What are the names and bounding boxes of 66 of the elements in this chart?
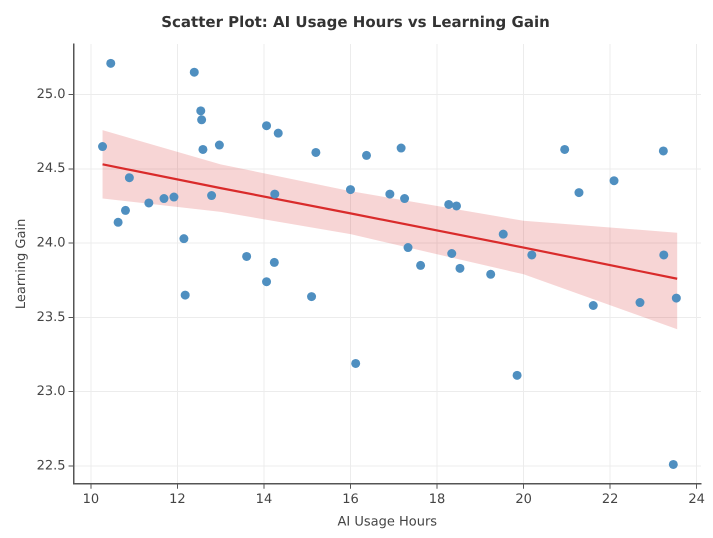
x-tick-label: 22 (602, 492, 618, 507)
point (114, 218, 123, 227)
point (672, 294, 681, 303)
point (396, 144, 406, 153)
point (346, 185, 355, 194)
point (124, 173, 134, 182)
point (658, 146, 668, 156)
y-tick-label: 24.5 (36, 161, 66, 176)
x-tick-label: 24 (688, 492, 705, 507)
point (455, 264, 464, 273)
x-tick-label: 14 (256, 492, 272, 507)
point (180, 290, 190, 300)
y-tick-label: 25.0 (36, 86, 66, 102)
point (262, 277, 272, 286)
point (198, 144, 208, 154)
point (400, 194, 410, 204)
point (307, 292, 316, 302)
point (214, 140, 224, 150)
point (416, 260, 426, 270)
point (385, 190, 394, 199)
chart-title: Scatter Plot: AI Usage Hours vs Learning Gain (161, 12, 550, 31)
point (98, 142, 108, 152)
point (498, 230, 508, 239)
point (659, 250, 668, 260)
point (190, 68, 199, 77)
x-tick-label: 12 (169, 492, 186, 507)
point (574, 188, 584, 198)
y-axis-title: Learning Gain (14, 218, 30, 310)
y-tick-label: 22.5 (36, 458, 66, 474)
y-tick-label: 23.0 (36, 384, 66, 400)
point (242, 252, 252, 261)
point (444, 200, 454, 209)
point (120, 206, 130, 215)
point (447, 249, 456, 258)
point (169, 192, 178, 202)
x-tick-label: 16 (342, 492, 359, 507)
y-tick-label: 24.0 (36, 235, 66, 250)
point (270, 258, 279, 267)
point (635, 298, 644, 308)
point (144, 198, 154, 208)
point (207, 191, 216, 200)
x-tick-label: 18 (428, 492, 446, 507)
point (362, 150, 371, 160)
x-tick-label: 20 (515, 492, 532, 507)
point (560, 144, 570, 154)
point (404, 243, 413, 252)
point (351, 358, 360, 368)
point (270, 190, 280, 199)
point (179, 234, 188, 244)
point (668, 460, 678, 469)
point (588, 301, 598, 310)
point (452, 201, 462, 210)
point (527, 250, 536, 260)
x-axis-title: AI Usage Hours (337, 514, 438, 530)
point (311, 148, 320, 157)
point (610, 176, 619, 186)
point (512, 370, 522, 380)
point (486, 270, 496, 279)
point (106, 58, 116, 68)
x-tick-label: 10 (82, 492, 100, 507)
point (262, 121, 272, 130)
point (196, 106, 206, 116)
point (197, 115, 206, 124)
y-tick-label: 23.5 (36, 310, 66, 325)
point (274, 128, 283, 138)
point (159, 194, 168, 204)
